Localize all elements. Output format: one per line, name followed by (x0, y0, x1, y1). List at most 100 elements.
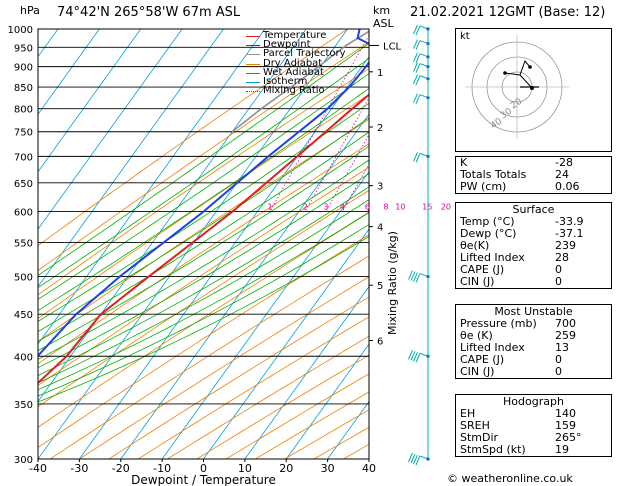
isotherm-line (285, 343, 369, 459)
surface-label: Dewp (°C) (460, 227, 517, 240)
isotherm-line (120, 113, 369, 459)
wind-barb-flag (408, 452, 413, 463)
pressure-tick-label: 950 (14, 43, 33, 54)
mu-value: 259 (555, 329, 576, 342)
x-tick-label: -20 (112, 462, 130, 475)
surface-label: CIN (J) (460, 275, 495, 288)
wind-barb-flag (410, 271, 416, 281)
dry-adiabat-line (38, 212, 369, 428)
surface-row: Lifted Index 28 (456, 252, 611, 264)
mu-value: 0 (555, 353, 562, 366)
mixing-ratio-axis-label: Mixing Ratio (g/kg) (386, 231, 399, 335)
hodograph-table-title: Hodograph (503, 395, 564, 408)
surface-panel: Surface Temp (°C) -33.9 Dewp (°C) -37.1 θe… (455, 202, 612, 289)
x-tick-label: 0 (200, 462, 207, 475)
surface-value: 239 (555, 239, 576, 252)
hodograph-box: 40 30 20 kt (455, 28, 612, 152)
dry-adiabat-line (167, 335, 369, 459)
wind-barb-flag (413, 24, 418, 35)
legend-swatch (246, 91, 260, 93)
x-tick-label: 40 (362, 462, 376, 475)
legend-swatch (246, 45, 260, 47)
wind-barb-flag (415, 53, 421, 64)
wind-barb-flag (410, 453, 416, 464)
mu-label: Pressure (mb) (460, 317, 537, 330)
index-label: PW (cm) (460, 180, 507, 193)
mu-value: 0 (555, 365, 562, 378)
wind-barb-flag (413, 52, 418, 63)
wind-barb-flag (413, 352, 418, 362)
wind-barb-flag (415, 75, 421, 85)
surface-label: θe(K) (460, 239, 490, 252)
hodograph-point (503, 71, 507, 75)
mixing-ratio-label: 15 (422, 202, 432, 211)
x-tick-label: 20 (279, 462, 293, 475)
wet-adiabat-line (38, 199, 369, 384)
dry-adiabat-line (38, 118, 369, 342)
mixing-ratio-label: 20 (441, 202, 451, 211)
dry-adiabat-line (49, 255, 369, 459)
wind-barb-flag (415, 40, 421, 50)
hodo-label: StmDir (460, 431, 499, 444)
lcl-label: LCL (383, 41, 402, 52)
surface-row: Dewp (°C) -37.1 (456, 228, 611, 240)
hodograph-trace (504, 60, 533, 89)
wet-adiabat-line (38, 57, 369, 289)
legend-label: Temperature (263, 30, 327, 41)
km-tick-label: 2 (377, 123, 383, 134)
index-value: 0.06 (555, 180, 580, 193)
x-axis-title: Dewpoint / Temperature (131, 473, 276, 486)
most-unstable-panel: Most Unstable Pressure (mb) 700 θe (K) 259… (455, 304, 612, 379)
surface-value: -37.1 (555, 227, 584, 240)
isotherm-line (38, 29, 142, 173)
mu-label: CIN (J) (460, 365, 495, 378)
dry-adiabat-line (137, 316, 369, 459)
legend-label: Mixing Ratio (263, 85, 325, 97)
legend-swatch (246, 54, 260, 56)
wind-barb-flag (413, 62, 418, 72)
hodo-value: 159 (555, 419, 576, 432)
isotherm-line (38, 29, 183, 230)
wind-barb-flag (415, 94, 421, 104)
wet-adiabat-line (38, 117, 369, 333)
index-row: K -28 (456, 157, 611, 169)
temperature-line (38, 93, 369, 385)
wind-barb-flag (415, 273, 421, 283)
isotherm-line (38, 29, 307, 403)
hodograph-ring-label: 20 (509, 97, 524, 112)
pressure-tick-label: 600 (14, 207, 33, 218)
mu-row: Lifted Index 13 (456, 342, 611, 354)
indices-panel: K -28 Totals Totals 24 PW (cm) 0.06 (455, 156, 612, 194)
legend-swatch (246, 82, 260, 83)
pressure-tick-label: 450 (14, 310, 33, 321)
pressure-tick-label: 750 (14, 128, 33, 139)
hodograph-panel: Hodograph EH 140 SREH 159 StmDir 265° StmSp… (455, 394, 612, 457)
index-label: Totals Totals (460, 168, 527, 181)
hodo-value: 19 (555, 443, 569, 456)
isotherm-line (244, 285, 369, 459)
location-title: 74°42'N 265°58'W 67m ASL (57, 5, 241, 20)
legend-label: Parcel Trajectory (263, 48, 346, 60)
surface-row: θe(K) 239 (456, 240, 611, 252)
isotherm-line (38, 29, 348, 459)
x-tick-label: 10 (238, 462, 252, 475)
pressure-tick-label: 650 (14, 179, 33, 190)
km-tick-label: 5 (377, 281, 383, 292)
hodo-row: EH 140 (456, 408, 611, 420)
asl-unit-label: ASL (373, 17, 394, 30)
wet-adiabat-line (38, 235, 369, 403)
parcel-trajectory-line (231, 30, 369, 133)
wet-adiabat-line (38, 131, 369, 342)
hodo-value: 265° (555, 431, 582, 444)
hodo-label: EH (460, 407, 476, 420)
mu-value: 13 (555, 341, 569, 354)
wind-barb-flag (415, 353, 421, 363)
mixing-ratio-label: 10 (395, 202, 405, 211)
mixing-ratio-label: 8 (383, 202, 388, 211)
pressure-tick-label: 850 (14, 83, 33, 94)
index-value: -28 (555, 156, 573, 169)
wind-barb-flag (408, 350, 413, 360)
pressure-unit-label: hPa (20, 4, 40, 17)
pressure-tick-label: 1000 (8, 25, 33, 36)
wet-adiabat-line (38, 186, 369, 376)
